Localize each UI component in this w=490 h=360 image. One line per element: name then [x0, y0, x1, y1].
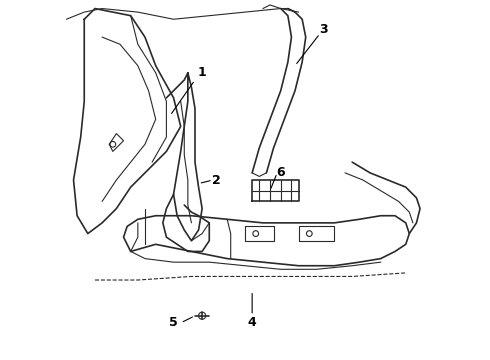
Text: 6: 6 — [276, 166, 285, 179]
Text: 5: 5 — [169, 316, 178, 329]
Text: 2: 2 — [212, 174, 221, 186]
Text: 4: 4 — [248, 316, 257, 329]
Text: 1: 1 — [198, 66, 206, 79]
Text: 3: 3 — [319, 23, 328, 36]
